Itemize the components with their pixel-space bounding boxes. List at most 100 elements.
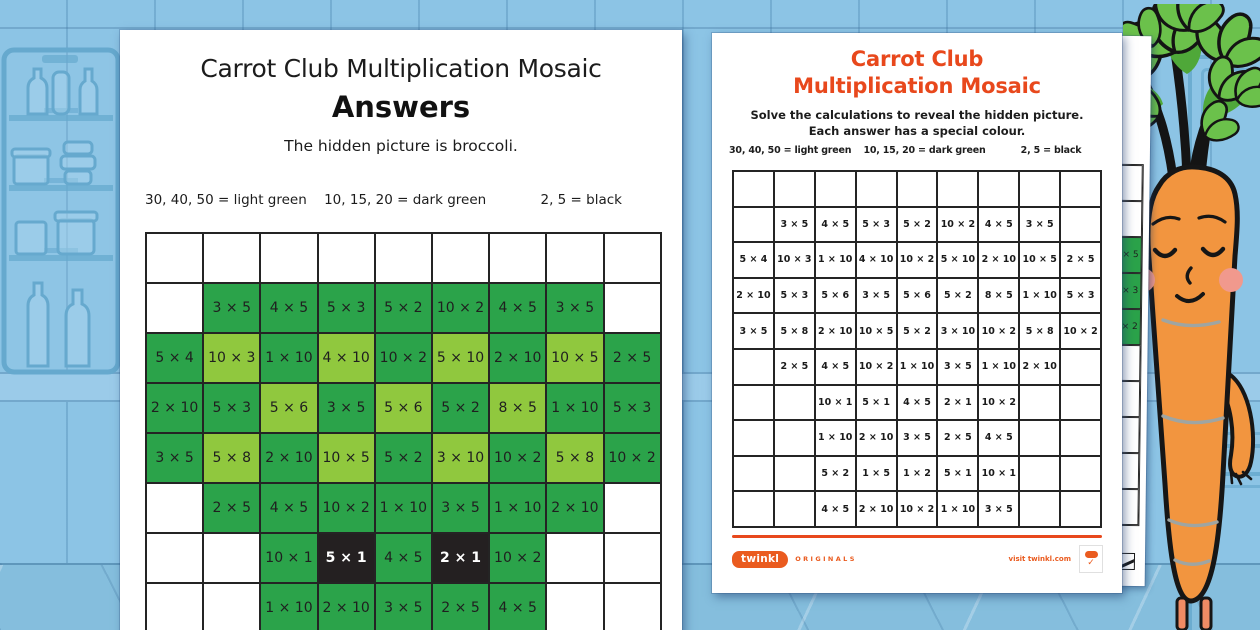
worksheet-cell [733,491,774,527]
worksheet-cell: 10 × 1 [978,455,1020,492]
worksheet-cell: 10 × 3 [773,242,815,278]
worksheet-cell [733,206,774,243]
worksheet-cell: 2 × 10 [855,420,897,456]
worksheet-cell [773,171,815,207]
legend-light-green: 30, 40, 50 = light green [729,145,852,156]
worksheet-cell: 3 × 5 [733,313,774,349]
answer-cell [489,233,547,283]
worksheet-cell [733,384,774,421]
worksheet-cell [773,384,815,421]
twinkl-logo: twinkl [732,550,789,568]
worksheet-cell: 5 × 6 [896,277,938,314]
answer-cell: 10 × 2 [431,283,490,333]
answer-cell [146,483,204,533]
answer-cell [146,533,204,583]
worksheet-cell: 2 × 10 [855,491,897,527]
worksheet-cell: 3 × 5 [896,420,938,456]
worksheet-cell: 5 × 4 [733,242,774,278]
answer-cell [603,283,661,333]
answer-cell: 5 × 2 [431,383,490,433]
worksheet-title-line1: Carrot Club [850,47,984,71]
answer-cell: 4 × 5 [260,283,318,333]
worksheet-cell: 5 × 3 [855,206,897,243]
worksheet-cell: 10 × 2 [978,384,1020,421]
worksheet-cell: 5 × 1 [855,384,897,421]
worksheet-cell: 1 × 10 [937,491,979,527]
worksheet-cell: 5 × 10 [937,242,979,278]
twinkl-cloud-icon [1084,551,1098,558]
answer-cell: 3 × 10 [431,433,490,483]
worksheet-cell: 10 × 1 [814,384,856,421]
answer-cell: 5 × 8 [546,433,604,483]
answer-cell [603,533,661,583]
answer-cell: 10 × 3 [203,333,261,383]
worksheet-cell [896,171,938,207]
answer-cell: 1 × 10 [260,583,318,630]
worksheet-cell: 5 × 2 [937,277,979,314]
answer-cell: 4 × 5 [489,583,547,630]
worksheet-cell: 10 × 2 [855,348,897,385]
footer-right: visit twinkl.com ✓ [1009,546,1102,572]
worksheet-cell: 10 × 2 [896,491,938,527]
answer-cell: 10 × 2 [489,433,547,483]
worksheet-cell: 10 × 2 [978,313,1020,349]
worksheet-cell: 10 × 5 [855,313,897,349]
worksheet-cell: 2 × 10 [733,277,774,314]
answer-cell: 2 × 5 [203,483,261,533]
legend-dark-green: 10, 15, 20 = dark green [863,145,986,156]
answer-cell: 3 × 5 [203,283,261,333]
answer-cell: 10 × 2 [489,533,547,583]
answer-cell: 2 × 10 [317,583,375,630]
worksheet-cell: 5 × 2 [896,313,938,349]
answer-cell [546,233,604,283]
answer-cell: 5 × 6 [260,383,318,433]
worksheet-cell: 3 × 5 [773,206,815,243]
answers-title: Carrot Club Multiplication Mosaic [200,54,602,83]
worksheet-cell: 4 × 10 [855,242,897,278]
worksheet-cell [1019,455,1061,492]
answer-cell [603,483,661,533]
answer-cell: 1 × 10 [260,333,318,383]
worksheet-cell: 5 × 3 [1060,277,1102,314]
worksheet-cell: 10 × 2 [1060,313,1102,349]
worksheet-cell: 1 × 10 [978,348,1020,385]
answer-cell: 1 × 10 [374,483,432,533]
answer-cell [431,233,490,283]
answer-cell: 2 × 5 [603,333,661,383]
legend-dark-green: 10, 15, 20 = dark green [324,192,487,208]
worksheet-cell: 1 × 10 [814,242,856,278]
kitchen-wall-line [0,27,1260,29]
answer-cell: 4 × 10 [317,333,375,383]
worksheet-cell [773,420,815,456]
worksheet-cell: 4 × 5 [978,206,1020,243]
worksheet-cell: 2 × 5 [937,420,979,456]
worksheet-cell: 4 × 5 [814,491,856,527]
worksheet-cell [1019,171,1061,207]
answer-cell: 10 × 1 [260,533,318,583]
worksheet-cell: 8 × 5 [978,277,1020,314]
answer-cell: 8 × 5 [489,383,547,433]
answer-cell: 10 × 2 [317,483,375,533]
checkmark-icon: ✓ [1087,558,1095,568]
footer-divider [732,535,1102,538]
answer-cell: 3 × 5 [431,483,490,533]
twinkl-originals-logo: twinkl ORIGINALS [732,550,857,568]
answer-cell: 5 × 3 [317,283,375,333]
worksheet-cell: 10 × 2 [896,242,938,278]
worksheet-cell: 2 × 5 [773,348,815,385]
answer-cell: 3 × 5 [374,583,432,630]
answer-cell [317,233,375,283]
worksheet-title-line2: Multiplication Mosaic [793,74,1041,98]
hidden-picture-note: The hidden picture is broccoli. [284,137,518,155]
worksheet-colour-legend: 30, 40, 50 = light green 10, 15, 20 = da… [729,145,1082,156]
answer-cell: 5 × 3 [603,383,661,433]
worksheet-cell: 1 × 10 [814,420,856,456]
worksheet-cell: 3 × 10 [937,313,979,349]
answers-subtitle: Answers [331,90,471,124]
worksheet-cell [1060,348,1102,385]
answer-cell: 1 × 10 [489,483,547,533]
answer-cell: 5 × 8 [203,433,261,483]
worksheet-cell: 1 × 10 [1019,277,1061,314]
worksheet-cell [978,171,1020,207]
